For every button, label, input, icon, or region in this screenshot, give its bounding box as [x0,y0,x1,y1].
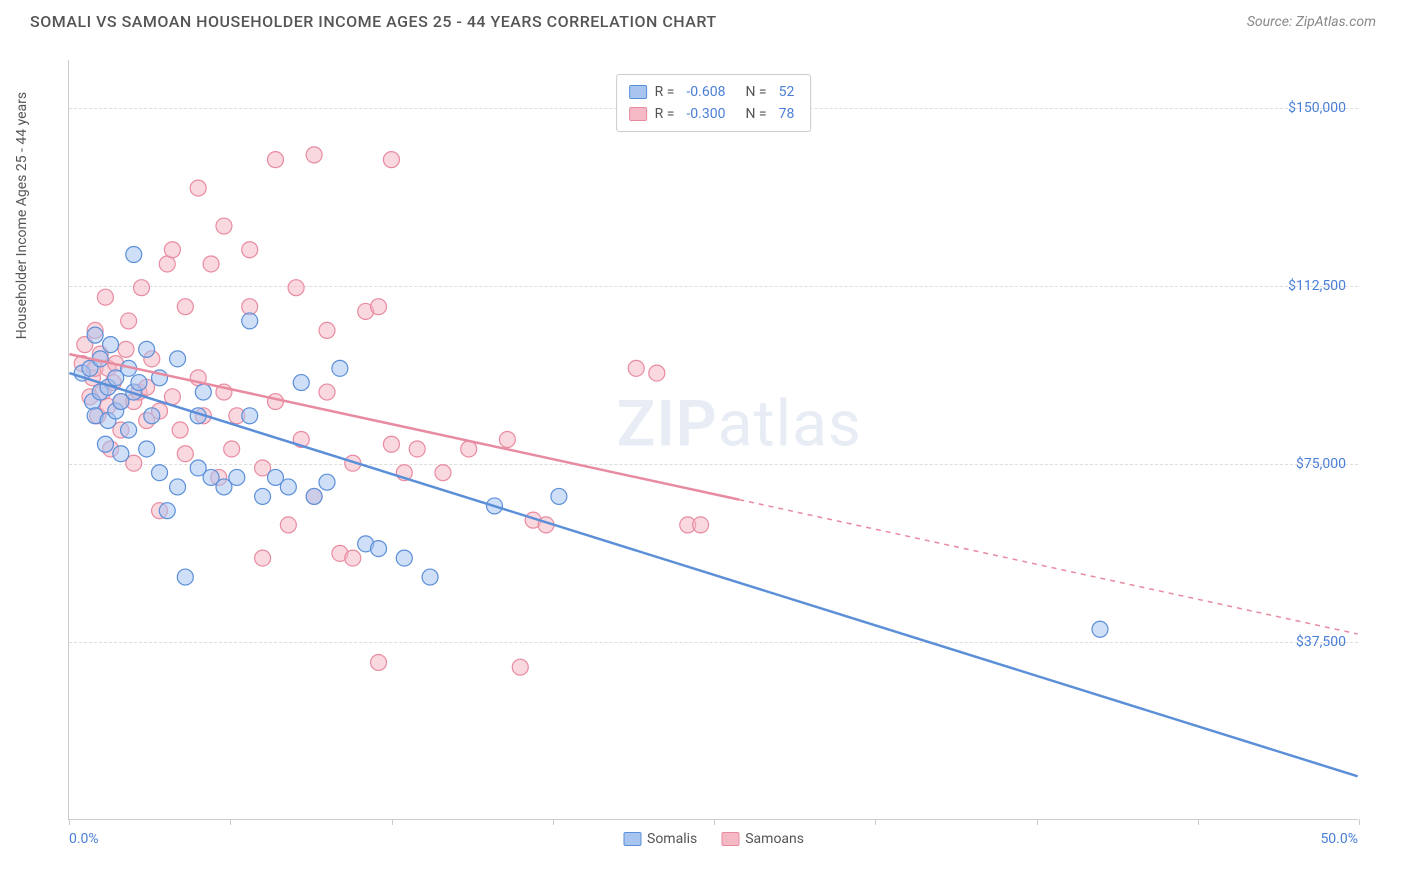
data-point [288,280,304,296]
x-tick [69,819,70,825]
data-point [280,517,296,533]
data-point [267,152,283,168]
data-point [195,384,211,400]
x-tick [1037,819,1038,825]
x-axis-max-label: 50.0% [1320,831,1358,847]
data-point [121,313,137,329]
data-point [242,313,258,329]
swatch-samoans-bottom [721,832,739,846]
data-point [293,375,309,391]
data-point [383,436,399,452]
data-point [371,299,387,315]
data-point [172,422,188,438]
x-tick [1359,819,1360,825]
data-point [97,436,113,452]
data-point [396,550,412,566]
x-tick [714,819,715,825]
data-point [306,147,322,163]
data-point [551,488,567,504]
x-tick [230,819,231,825]
trend-line [69,373,1357,776]
legend-row-samoans: R = -0.300 N = 78 [629,103,799,125]
data-point [224,441,240,457]
data-point [422,569,438,585]
data-point [144,408,160,424]
data-point [371,541,387,557]
data-point [512,659,528,675]
chart-header: SOMALI VS SAMOAN HOUSEHOLDER INCOME AGES… [0,0,1406,39]
data-point [319,384,335,400]
data-point [1092,621,1108,637]
series-legend: Somalis Samoans [623,831,804,847]
data-point [435,465,451,481]
x-tick [1198,819,1199,825]
data-point [409,441,425,457]
swatch-somalis [629,85,647,99]
x-tick [392,819,393,825]
swatch-samoans [629,107,647,121]
data-point [229,469,245,485]
data-point [461,441,477,457]
data-point [371,654,387,670]
data-point [177,569,193,585]
data-point [332,360,348,376]
data-point [216,218,232,234]
data-point [190,180,206,196]
swatch-somalis-bottom [623,832,641,846]
data-point [121,422,137,438]
data-point [170,479,186,495]
data-point [170,351,186,367]
trend-line-dashed [739,500,1357,634]
data-point [177,446,193,462]
legend-label-samoans: Samoans [745,831,804,847]
data-point [177,299,193,315]
data-point [164,242,180,258]
plot-area: ZIPatlas R = -0.608 N = 52 R = -0.300 N … [68,60,1358,820]
data-point [649,365,665,381]
source-attribution: Source: ZipAtlas.com [1247,14,1376,30]
data-point [242,408,258,424]
data-point [159,503,175,519]
data-point [126,247,142,263]
data-point [242,242,258,258]
data-point [134,280,150,296]
chart-container: Householder Income Ages 25 - 44 years ZI… [50,50,1380,860]
legend-row-somalis: R = -0.608 N = 52 [629,81,799,103]
y-axis-title: Householder Income Ages 25 - 44 years [14,92,30,339]
data-point [159,256,175,272]
data-point [255,488,271,504]
correlation-legend: R = -0.608 N = 52 R = -0.300 N = 78 [616,74,812,132]
scatter-svg [69,60,1358,819]
data-point [628,360,644,376]
legend-label-somalis: Somalis [647,831,697,847]
data-point [280,479,296,495]
data-point [139,341,155,357]
data-point [113,446,129,462]
legend-item-samoans: Samoans [721,831,804,847]
data-point [306,488,322,504]
data-point [383,152,399,168]
data-point [255,550,271,566]
legend-item-somalis: Somalis [623,831,697,847]
data-point [139,441,155,457]
data-point [319,322,335,338]
data-point [319,474,335,490]
data-point [97,289,113,305]
data-point [103,337,119,353]
x-tick [875,819,876,825]
data-point [203,256,219,272]
data-point [267,394,283,410]
data-point [499,432,515,448]
data-point [242,299,258,315]
data-point [87,327,103,343]
data-point [152,465,168,481]
chart-title: SOMALI VS SAMOAN HOUSEHOLDER INCOME AGES… [30,12,717,31]
x-tick [553,819,554,825]
data-point [131,375,147,391]
data-point [118,341,134,357]
data-point [345,550,361,566]
data-point [693,517,709,533]
x-axis-min-label: 0.0% [69,831,99,847]
